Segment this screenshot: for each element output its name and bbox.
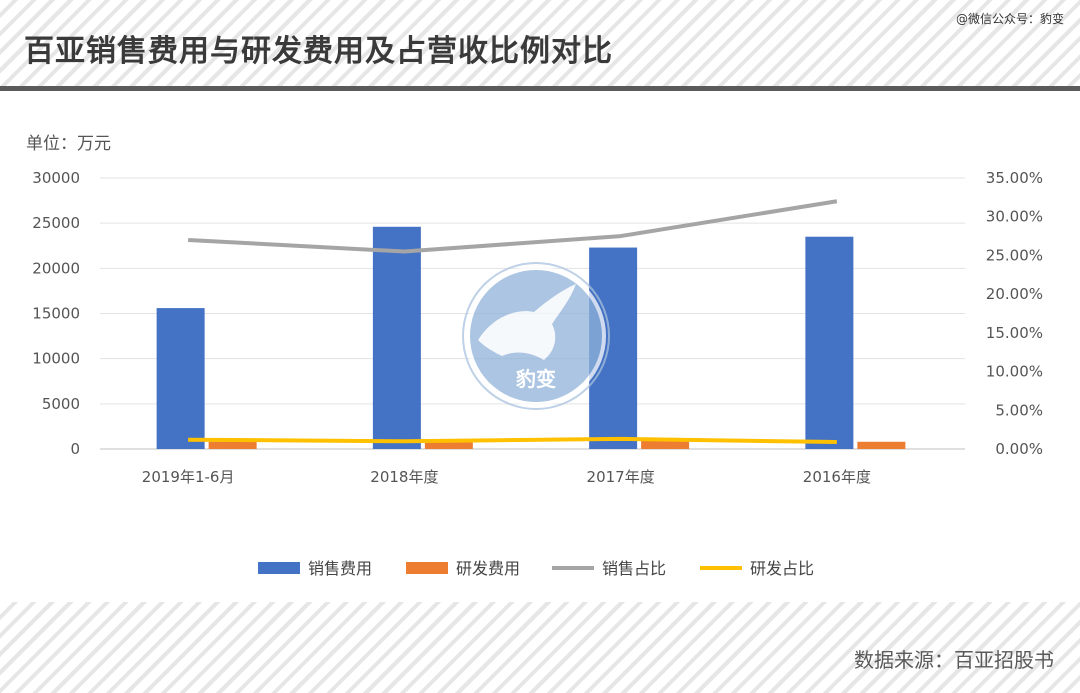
sales-bar [156,308,205,449]
right-tick-label: 30.00% [986,208,1043,226]
sales-bar [805,236,854,449]
right-tick-label: 15.00% [986,324,1043,342]
sales-bar [372,226,421,449]
legend-label: 销售占比 [602,559,666,578]
logo-ring [462,262,610,410]
header-rule [0,86,1080,91]
category-label: 2018年度 [370,468,438,486]
left-tick-label: 0 [70,440,80,458]
right-tick-label: 35.00% [986,169,1043,187]
right-tick-label: 20.00% [986,285,1043,303]
right-tick-label: 10.00% [986,363,1043,381]
rnd-bar [208,441,257,449]
leopard-logo: 豹变 [462,262,610,410]
legend-swatch [406,562,448,574]
right-tick-label: 0.00% [995,440,1043,458]
rnd-bar [857,441,906,449]
logo-text: 豹变 [515,367,556,391]
category-labels: 2019年1-6月 2018年度 2017年度 2016年度 [142,468,871,486]
legend-label: 研发占比 [750,559,814,578]
legend: 销售费用 研发费用 销售占比 研发占比 [258,559,814,578]
right-tick-label: 25.00% [986,246,1043,264]
chart: 单位：万元 0 5000 10000 15000 20000 25000 30000 0.0… [26,134,1043,578]
category-label: 2016年度 [803,468,871,486]
left-tick-label: 10000 [32,350,80,368]
right-tick-label: 5.00% [995,401,1043,419]
footer-band: 数据来源：百亚招股书 [0,602,1080,693]
leopard-icon [478,284,576,360]
category-label: 2019年1-6月 [142,468,235,486]
unit-label: 单位：万元 [26,134,111,154]
page-title: 百亚销售费用与研发费用及占营收比例对比 [24,34,613,69]
left-tick-label: 30000 [32,169,80,187]
left-tick-label: 25000 [32,214,80,232]
rnd-bar [641,439,690,449]
rnd-bar [424,440,473,449]
legend-label: 销售费用 [308,559,372,578]
category-label: 2017年度 [587,468,655,486]
right-axis-ticks: 0.00% 5.00% 10.00% 15.00% 20.00% 25.00% 30.00%… [986,169,1043,458]
left-axis-ticks: 0 5000 10000 15000 20000 25000 30000 [32,169,80,458]
header-band: 百亚销售费用与研发费用及占营收比例对比 @微信公众号：豹变 [0,0,1080,88]
legend-swatch [258,562,300,574]
left-tick-label: 5000 [42,395,80,413]
left-tick-label: 15000 [32,305,80,323]
sales-ratio-line [188,199,838,254]
rnd-ratio-line [188,436,837,445]
legend-label: 研发费用 [456,559,520,578]
watermark-text: @微信公众号：豹变 [955,12,1064,26]
left-tick-label: 20000 [32,259,80,277]
ratio-lines [188,199,838,445]
source-text: 数据来源：百亚招股书 [854,648,1054,672]
